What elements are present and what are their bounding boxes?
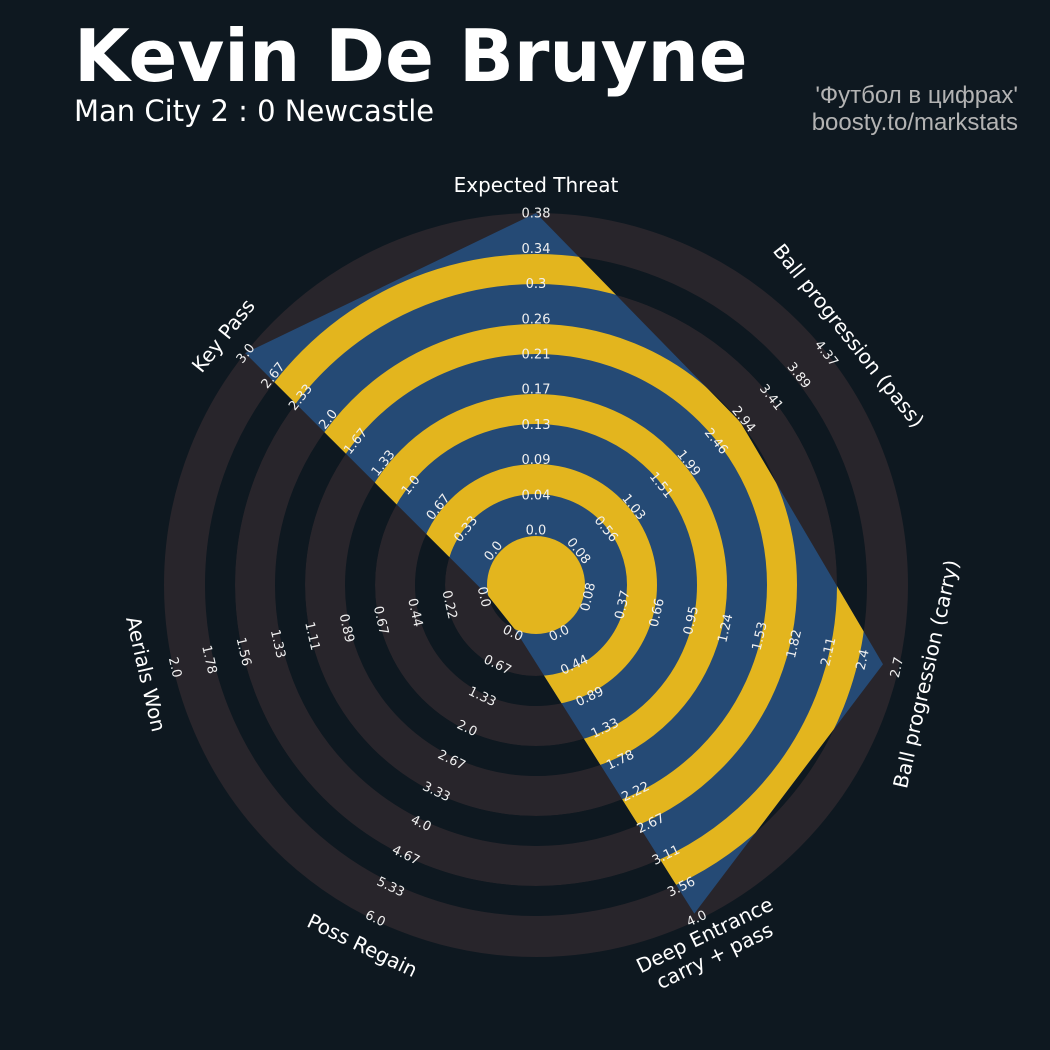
- tick-label: 0.26: [522, 312, 551, 327]
- tick-label: 1.11: [301, 620, 322, 652]
- param-label: Aerials Won: [121, 614, 171, 734]
- tick-label: 0.22: [438, 589, 459, 621]
- tick-label: 1.33: [267, 628, 288, 660]
- tick-label: 1.56: [233, 636, 254, 668]
- tick-label: 2.4: [854, 648, 873, 672]
- player-name-title: Kevin De Bruyne: [74, 14, 748, 98]
- tick-label: 0.3: [526, 277, 547, 292]
- tick-label: 1.78: [198, 644, 219, 676]
- tick-label: 0.09: [522, 453, 551, 468]
- tick-label: 0.34: [522, 242, 551, 257]
- tick-label: 0.21: [522, 348, 551, 363]
- tick-label: 0.38: [522, 207, 551, 222]
- param-label: Expected Threat: [454, 173, 619, 197]
- tick-label: 0.08: [578, 581, 599, 613]
- ring-band-highlight: [487, 536, 585, 634]
- tick-label: 0.95: [681, 605, 702, 637]
- tick-label: 0.44: [404, 597, 425, 629]
- tick-label: 0.0: [526, 524, 547, 539]
- tick-label: 2.11: [818, 636, 839, 668]
- tick-label: 0.17: [522, 383, 551, 398]
- tick-label: 0.13: [522, 418, 551, 433]
- tick-label: 0.67: [370, 605, 391, 637]
- tick-label: 0.04: [522, 488, 551, 503]
- tick-label: 0.89: [336, 613, 357, 645]
- credit: 'Футбол в цифрах' boosty.to/markstats: [812, 82, 1018, 136]
- tick-label: 1.24: [715, 613, 736, 645]
- tick-label: 1.53: [750, 620, 771, 652]
- tick-label: 2.7: [888, 656, 907, 680]
- credit-line-2: boosty.to/markstats: [811, 109, 1018, 136]
- tick-label: 2.0: [165, 656, 184, 680]
- tick-label: 0.66: [647, 597, 668, 629]
- credit-line-1: 'Футбол в цифрах': [815, 82, 1018, 109]
- tick-label: 1.82: [784, 628, 805, 660]
- tick-label: 0.37: [612, 589, 633, 621]
- tick-label: 0.0: [474, 585, 493, 609]
- match-subtitle: Man City 2 : 0 Newcastle: [74, 94, 435, 128]
